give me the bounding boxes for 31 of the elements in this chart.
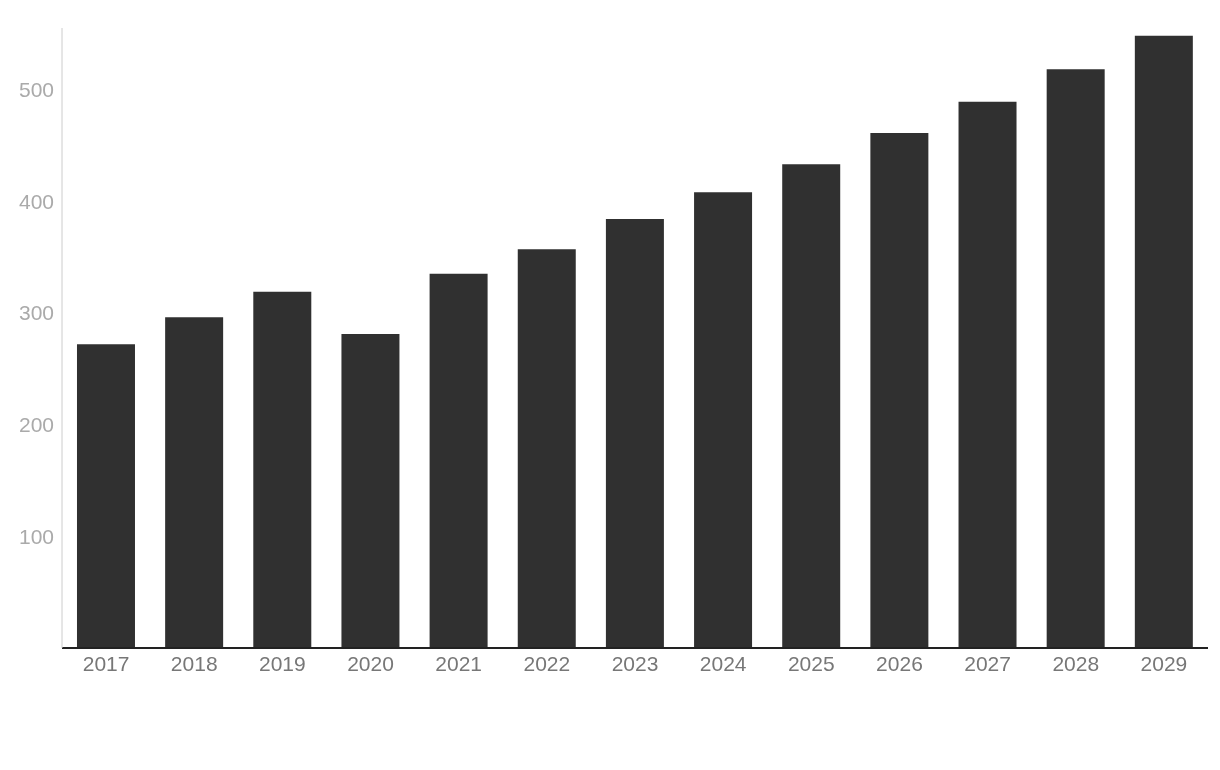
y-tick-label: 400 xyxy=(18,189,54,213)
x-tick-label: 2023 xyxy=(611,651,659,675)
x-tick-label: 2029 xyxy=(1140,651,1188,675)
bar xyxy=(694,192,753,648)
bar xyxy=(870,133,929,648)
x-tick-label: 2018 xyxy=(170,651,218,675)
bar xyxy=(517,249,576,648)
x-tick-label: 2017 xyxy=(82,651,130,675)
x-tick-label: 2019 xyxy=(259,651,306,675)
bar xyxy=(76,344,135,648)
bar xyxy=(165,317,224,648)
bar xyxy=(253,291,312,648)
x-tick-label: 2024 xyxy=(699,651,747,675)
y-tick-label: 100 xyxy=(18,524,54,548)
bar xyxy=(782,164,841,648)
y-tick-label: 200 xyxy=(18,413,54,437)
bar xyxy=(341,334,400,648)
bar xyxy=(429,273,488,648)
x-tick-label: 2025 xyxy=(787,651,835,675)
y-tick-label: 500 xyxy=(18,77,54,101)
bar xyxy=(958,101,1017,648)
y-tick-label: 300 xyxy=(18,301,54,325)
x-tick-label: 2020 xyxy=(347,651,394,675)
bar xyxy=(1046,69,1105,648)
bar xyxy=(605,219,664,648)
x-tick-label: 2026 xyxy=(876,651,923,675)
x-tick-label: 2022 xyxy=(523,651,571,675)
x-tick-label: 2021 xyxy=(435,651,483,675)
x-tick-label: 2028 xyxy=(1052,651,1100,675)
bar xyxy=(1134,35,1193,648)
x-tick-label: 2027 xyxy=(964,651,1011,675)
